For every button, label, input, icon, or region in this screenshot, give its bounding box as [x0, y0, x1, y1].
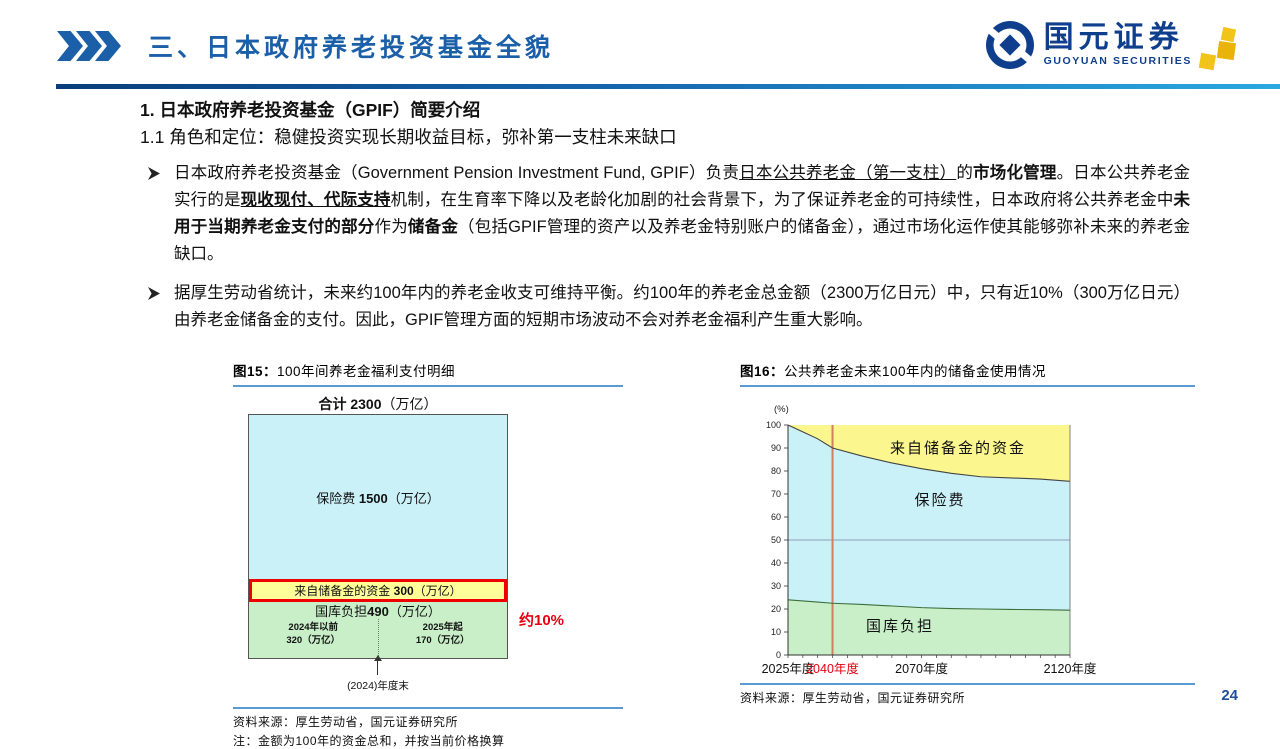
- page-title: 三、日本政府养老投资基金全貌: [148, 34, 555, 62]
- svg-text:来自储备金的资金: 来自储备金的资金: [890, 440, 1026, 457]
- treasury-before-2024: 2024年以前 320（万亿）: [286, 622, 341, 646]
- text-run-underline: 日本公共养老金（第一支柱）: [739, 164, 957, 182]
- svg-text:国库负担: 国库负担: [866, 618, 934, 635]
- stacked-box: 保险费 1500（万亿） 来自储备金的资金 300（万亿） 国库负担490（万亿…: [248, 414, 508, 659]
- text-run: 的: [956, 164, 974, 182]
- bullet-item-2: 据厚生劳动省统计，未来约100年内的养老金收支可维持平衡。约100年的养老金总金…: [148, 280, 1190, 334]
- total-label: 合计 2300（万亿）: [318, 396, 438, 412]
- figure-15-caption-rule: [233, 385, 623, 387]
- figure-15-chart: 合计 2300（万亿） 保险费 1500（万亿） 来自储备金的资金 300（万亿…: [233, 387, 623, 707]
- logo-en-text: GUOYUAN SECURITIES: [1043, 55, 1192, 67]
- company-logo: 国元证券 GUOYUAN SECURITIES: [984, 16, 1242, 74]
- body-text: 日本政府养老投资基金（Government Pension Investment…: [148, 160, 1190, 346]
- section-heading: 1. 日本政府养老投资基金（GPIF）简要介绍: [140, 100, 481, 120]
- reserve-segment: 来自储备金的资金 300（万亿）: [249, 579, 507, 602]
- figure-15-title: 100年间养老金福利支付明细: [277, 364, 456, 379]
- year-end-arrow-icon: [373, 655, 382, 675]
- figure-15: 图15：100年间养老金福利支付明细 合计 2300（万亿） 保险费 1500（…: [233, 360, 623, 749]
- treasury-segment: 国库负担490（万亿） 2024年以前 320（万亿） 2025年起 170（万亿）: [249, 602, 507, 658]
- text-run-bold: 储备金: [407, 218, 459, 236]
- figure-15-note: 注：金额为100年的资金总和，并按当前价格换算: [233, 734, 505, 748]
- text-run: 日本政府养老投资基金（Government Pension Investment…: [174, 164, 740, 182]
- logo-cn-text: 国元证券: [1043, 21, 1184, 54]
- figure-16-foot-rule: [740, 683, 1195, 685]
- text-run: （包括GPIF管理的资产以及养老金特别账户的储备金），通过市场化运作使其能够弥补…: [174, 218, 1191, 263]
- svg-text:保险费: 保险费: [914, 492, 965, 509]
- approx-10pct-annotation: 约10%: [519, 612, 565, 629]
- logo-ring-icon: [984, 21, 1034, 69]
- figure-16-caption: 图16：公共养老金未来100年内的储备金使用情况: [740, 360, 1195, 380]
- bullet-2-text: 据厚生劳动省统计，未来约100年内的养老金收支可维持平衡。约100年的养老金总金…: [174, 284, 1190, 329]
- svg-text:20: 20: [771, 604, 781, 614]
- svg-text:60: 60: [771, 512, 781, 522]
- text-run-bold: 市场化管理: [973, 164, 1057, 182]
- svg-text:2070年度: 2070年度: [895, 661, 948, 676]
- text-run: 作为: [374, 218, 408, 236]
- bullet-1-text: 日本政府养老投资基金（Government Pension Investment…: [174, 160, 1190, 268]
- svg-text:2120年度: 2120年度: [1044, 661, 1097, 676]
- figure-16: 图16：公共养老金未来100年内的储备金使用情况 0 10 20 30 40 50 60 70…: [740, 360, 1195, 706]
- svg-text:90: 90: [771, 443, 781, 453]
- header-chevrons-icon: [57, 31, 121, 61]
- svg-text:(%): (%): [774, 404, 789, 415]
- bullet-item-1: 日本政府养老投资基金（Government Pension Investment…: [148, 160, 1190, 268]
- bullet-arrow-icon: [148, 160, 174, 268]
- svg-text:30: 30: [771, 581, 781, 591]
- figure-16-number: 图16：: [740, 364, 785, 379]
- svg-text:2040年度: 2040年度: [806, 661, 859, 676]
- figure-16-title: 公共养老金未来100年内的储备金使用情况: [784, 364, 1047, 379]
- bullet-arrow-icon: [148, 280, 174, 334]
- insurance-segment: 保险费 1500（万亿）: [249, 415, 507, 579]
- treasury-label: 国库负担490（万亿）: [315, 604, 441, 619]
- svg-text:40: 40: [771, 558, 781, 568]
- svg-text:50: 50: [771, 535, 781, 545]
- text-run: 机制，在生育率下降以及老龄化加剧的社会背景下，为了保证养老金的可持续性，日本政府…: [390, 191, 1174, 209]
- page-number: 24: [1221, 687, 1238, 704]
- svg-text:80: 80: [771, 466, 781, 476]
- text-run: 。日本公共养老金实行的是: [174, 164, 1191, 209]
- year-end-label: (2024)年度末: [347, 680, 409, 692]
- figure-15-source: 资料来源：厚生劳动省，国元证券研究所: [233, 715, 459, 729]
- figure-16-caption-rule: [740, 385, 1195, 387]
- figure-15-foot-rule: [233, 707, 623, 709]
- treasury-from-2025: 2025年起 170（万亿）: [377, 619, 508, 658]
- svg-text:100: 100: [766, 420, 781, 430]
- subsection-heading: 1.1 角色和定位：稳健投资实现长期收益目标，弥补第一支柱未来缺口: [140, 127, 677, 147]
- figure-16-source: 资料来源：厚生劳动省，国元证券研究所: [740, 691, 966, 705]
- chevron-right-icon: [57, 31, 83, 61]
- text-run-bold-underline: 现收现付、代际支持: [240, 191, 391, 209]
- logo-gold-squares-icon: [1198, 26, 1237, 71]
- svg-text:0: 0: [776, 650, 781, 660]
- figure-15-caption: 图15：100年间养老金福利支付明细: [233, 360, 623, 380]
- figure-15-number: 图15：: [233, 364, 278, 379]
- svg-text:10: 10: [771, 627, 781, 637]
- header-divider: [56, 84, 1280, 89]
- text-run-bold: 未用于当期养老金支付的部分: [174, 191, 1191, 236]
- svg-text:70: 70: [771, 489, 781, 499]
- svg-text:2025年度: 2025年度: [762, 661, 815, 676]
